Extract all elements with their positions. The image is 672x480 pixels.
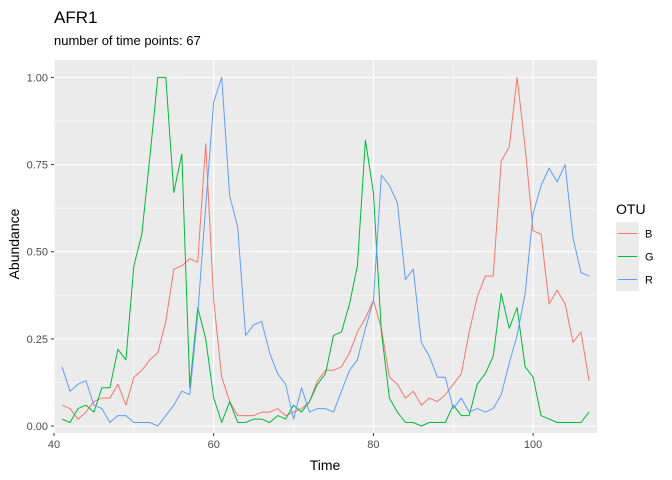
legend-label-B: B <box>645 229 652 241</box>
legend-label-G: G <box>645 252 654 264</box>
series-line-R <box>61 76 590 427</box>
y-tick-label: 0.75 <box>27 160 48 172</box>
y-tick-label: 0.00 <box>27 421 48 433</box>
y-tick-label: 0.50 <box>27 247 48 259</box>
series-line-B <box>61 76 590 420</box>
panel-background <box>54 60 597 433</box>
x-tick-label: 40 <box>48 439 60 451</box>
series-lines <box>61 76 590 427</box>
x-tick-label: 100 <box>524 439 542 451</box>
x-axis-title: Time <box>310 457 341 473</box>
legend-title: OTU <box>616 201 646 217</box>
y-tick-label: 0.25 <box>27 334 48 346</box>
legend: OTU BGR <box>616 201 654 291</box>
x-tick-label: 60 <box>208 439 220 451</box>
axes: 40 60 80 100 0.00 0.25 0.50 0.75 1.00 <box>27 72 543 451</box>
x-tick-label: 80 <box>367 439 379 451</box>
y-tick-label: 1.00 <box>27 72 48 84</box>
chart-title: AFR1 <box>54 8 97 27</box>
plot-panel <box>54 60 597 433</box>
chart-subtitle: number of time points: 67 <box>54 33 201 48</box>
y-axis-title: Abundance <box>6 208 22 279</box>
legend-label-R: R <box>645 275 653 287</box>
series-line-G <box>61 76 590 427</box>
